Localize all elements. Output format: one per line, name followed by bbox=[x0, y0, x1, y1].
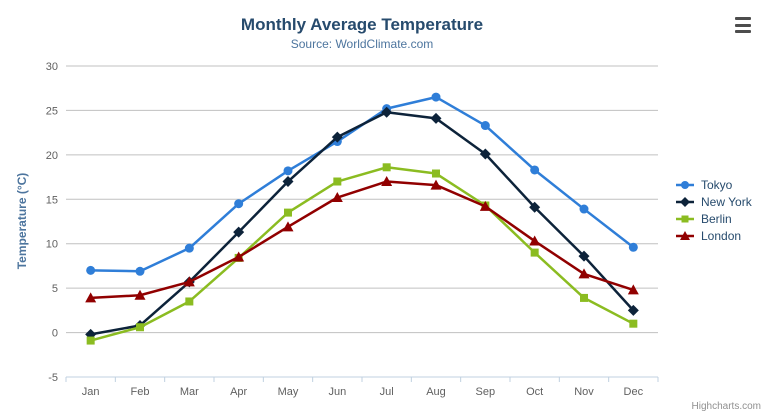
data-point-tokyo-2[interactable] bbox=[184, 243, 194, 253]
x-axis-label: Feb bbox=[131, 386, 150, 398]
data-point-berlin-7[interactable] bbox=[432, 169, 440, 178]
y-axis-label: 30 bbox=[46, 61, 58, 73]
data-point-berlin-9[interactable] bbox=[530, 248, 539, 257]
x-axis-label: Jul bbox=[380, 386, 394, 398]
square-legend-marker-icon bbox=[676, 215, 694, 222]
hamburger-menu-icon bbox=[735, 17, 751, 20]
data-point-london-5[interactable] bbox=[331, 192, 343, 203]
data-point-berlin-6[interactable] bbox=[382, 163, 391, 172]
y-axis-label: -5 bbox=[48, 372, 58, 384]
diamond-legend-marker-icon bbox=[676, 196, 694, 207]
data-point-new-york-5[interactable] bbox=[331, 131, 343, 143]
legend: Tokyo New York Berlin London bbox=[676, 176, 752, 244]
data-point-london-6[interactable] bbox=[381, 176, 393, 187]
data-point-new-york-9[interactable] bbox=[529, 201, 541, 213]
y-axis-label: 20 bbox=[46, 150, 58, 162]
series-line-berlin[interactable] bbox=[89, 166, 635, 342]
legend-item-new-york[interactable]: New York bbox=[676, 193, 752, 210]
legend-item-london[interactable]: London bbox=[676, 227, 752, 244]
data-point-tokyo-9[interactable] bbox=[530, 165, 540, 175]
data-point-london-3[interactable] bbox=[233, 251, 245, 262]
series-line-london[interactable] bbox=[89, 180, 635, 300]
data-point-berlin-1[interactable] bbox=[136, 323, 144, 332]
credits-link[interactable]: Highcharts.com bbox=[691, 401, 761, 412]
data-point-new-york-8[interactable] bbox=[479, 148, 491, 160]
data-point-tokyo-0[interactable] bbox=[86, 265, 96, 275]
x-axis-label: Jan bbox=[82, 386, 100, 398]
data-point-london-9[interactable] bbox=[529, 235, 541, 246]
y-axis-label: 25 bbox=[46, 105, 58, 117]
data-point-berlin-2[interactable] bbox=[185, 297, 194, 306]
x-axis-label: Apr bbox=[230, 386, 247, 398]
legend-label: Tokyo bbox=[701, 177, 733, 192]
data-point-london-0[interactable] bbox=[85, 292, 97, 303]
legend-marker-symbol bbox=[680, 196, 690, 207]
data-point-new-york-7[interactable] bbox=[430, 112, 442, 124]
legend-marker-symbol bbox=[681, 180, 689, 189]
hamburger-menu-icon bbox=[735, 23, 751, 27]
data-point-berlin-10[interactable] bbox=[580, 293, 588, 302]
x-axis-label: Sep bbox=[476, 386, 496, 398]
legend-item-berlin[interactable]: Berlin bbox=[676, 210, 752, 227]
y-axis-label: 5 bbox=[52, 283, 58, 295]
legend-label: New York bbox=[701, 194, 752, 209]
data-point-tokyo-8[interactable] bbox=[480, 121, 490, 131]
data-point-london-2[interactable] bbox=[183, 276, 195, 287]
x-axis-label: Mar bbox=[180, 386, 199, 398]
data-point-berlin-5[interactable] bbox=[333, 177, 342, 186]
data-point-tokyo-1[interactable] bbox=[135, 266, 145, 276]
data-point-london-4[interactable] bbox=[282, 221, 294, 232]
data-point-new-york-11[interactable] bbox=[627, 304, 639, 316]
data-point-tokyo-7[interactable] bbox=[431, 92, 441, 102]
x-axis-label: May bbox=[278, 386, 299, 398]
export-menu-button[interactable] bbox=[731, 15, 755, 35]
legend-label: London bbox=[701, 228, 742, 243]
data-point-berlin-0[interactable] bbox=[86, 336, 95, 345]
data-point-london-7[interactable] bbox=[430, 179, 442, 190]
x-axis-label: Nov bbox=[574, 386, 594, 398]
triangle-legend-marker-icon bbox=[676, 230, 694, 240]
chart-title: Monthly Average Temperature bbox=[240, 15, 484, 34]
data-point-london-8[interactable] bbox=[479, 200, 491, 211]
data-point-tokyo-10[interactable] bbox=[579, 204, 589, 214]
data-point-tokyo-3[interactable] bbox=[234, 199, 244, 209]
x-axis-label: Aug bbox=[426, 386, 446, 398]
data-point-london-1[interactable] bbox=[134, 289, 146, 300]
data-point-new-york-6[interactable] bbox=[381, 106, 393, 118]
data-point-tokyo-11[interactable] bbox=[628, 242, 638, 252]
x-axis-label: Oct bbox=[526, 386, 543, 398]
data-point-london-10[interactable] bbox=[578, 268, 590, 279]
data-point-new-york-10[interactable] bbox=[578, 250, 590, 262]
x-axis-label: Dec bbox=[624, 386, 644, 398]
legend-label: Berlin bbox=[701, 211, 732, 226]
data-point-new-york-3[interactable] bbox=[233, 226, 245, 238]
x-axis-label: Jun bbox=[328, 386, 346, 398]
data-point-berlin-4[interactable] bbox=[284, 208, 292, 217]
circle-legend-marker-icon bbox=[676, 180, 694, 189]
data-point-london-11[interactable] bbox=[627, 284, 639, 295]
y-axis-label: 10 bbox=[46, 239, 58, 251]
legend-marker-symbol bbox=[681, 215, 689, 222]
legend-item-tokyo[interactable]: Tokyo bbox=[676, 176, 752, 193]
y-axis-label: 0 bbox=[52, 328, 58, 340]
data-point-tokyo-4[interactable] bbox=[283, 166, 293, 176]
data-point-berlin-11[interactable] bbox=[629, 319, 638, 328]
series-line-tokyo[interactable] bbox=[89, 95, 635, 273]
chart-subtitle: Source: WorldClimate.com bbox=[290, 37, 434, 51]
data-point-new-york-4[interactable] bbox=[282, 176, 294, 188]
y-axis-label: 15 bbox=[46, 194, 58, 206]
hamburger-menu-icon bbox=[735, 30, 751, 33]
series-line-new-york[interactable] bbox=[89, 110, 635, 336]
legend-marker-symbol bbox=[680, 230, 690, 240]
